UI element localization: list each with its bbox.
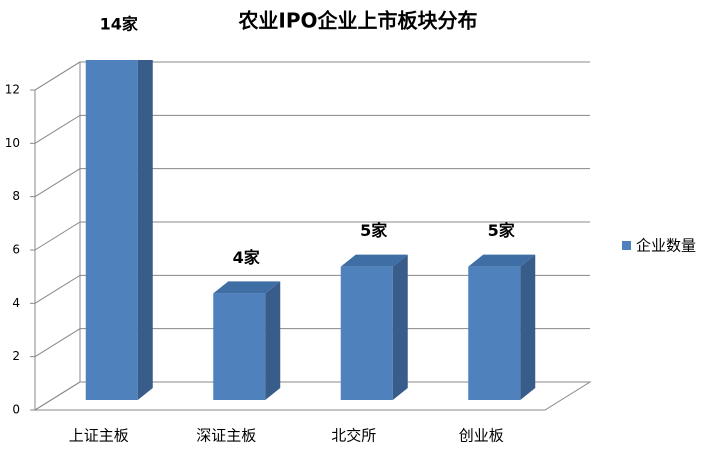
y-tick-label: 10	[5, 136, 20, 150]
grid-line	[34, 328, 590, 358]
y-tick-label: 0	[12, 403, 20, 417]
y-tick-label: 6	[12, 243, 20, 257]
grid-line	[34, 274, 590, 304]
x-tick-label: 上证主板	[69, 427, 129, 445]
bars	[85, 60, 536, 401]
grid-line	[34, 168, 590, 198]
legend-label: 企业数量	[636, 237, 696, 255]
bar-top	[213, 281, 281, 294]
bar	[213, 293, 266, 400]
grid-line	[34, 221, 590, 251]
bar-side	[265, 281, 281, 400]
bar-side	[520, 254, 536, 400]
bar-top	[468, 254, 536, 267]
value-label: 4家	[233, 248, 261, 267]
bar-side	[392, 254, 408, 400]
chart-title: 农业IPO企业上市板块分布	[237, 9, 477, 33]
x-tick-label: 创业板	[459, 427, 504, 445]
y-tick-label: 12	[5, 83, 20, 97]
value-label: 5家	[488, 221, 516, 240]
bar-top	[340, 254, 408, 267]
value-label: 14家	[100, 15, 139, 34]
bar	[85, 60, 138, 401]
y-tick-label: 2	[12, 349, 20, 363]
grid-line	[34, 61, 590, 91]
bar-side	[137, 60, 153, 400]
bar	[468, 266, 521, 400]
legend-swatch	[622, 241, 631, 250]
y-tick-label: 4	[12, 296, 20, 310]
value-label: 5家	[360, 221, 388, 240]
bar	[340, 266, 393, 400]
y-tick-label: 8	[12, 189, 20, 203]
grid-line	[34, 114, 590, 144]
grid	[30, 61, 592, 411]
grid-line	[34, 381, 590, 411]
x-tick-label: 深证主板	[196, 427, 256, 445]
x-tick-label: 北交所	[331, 427, 376, 445]
